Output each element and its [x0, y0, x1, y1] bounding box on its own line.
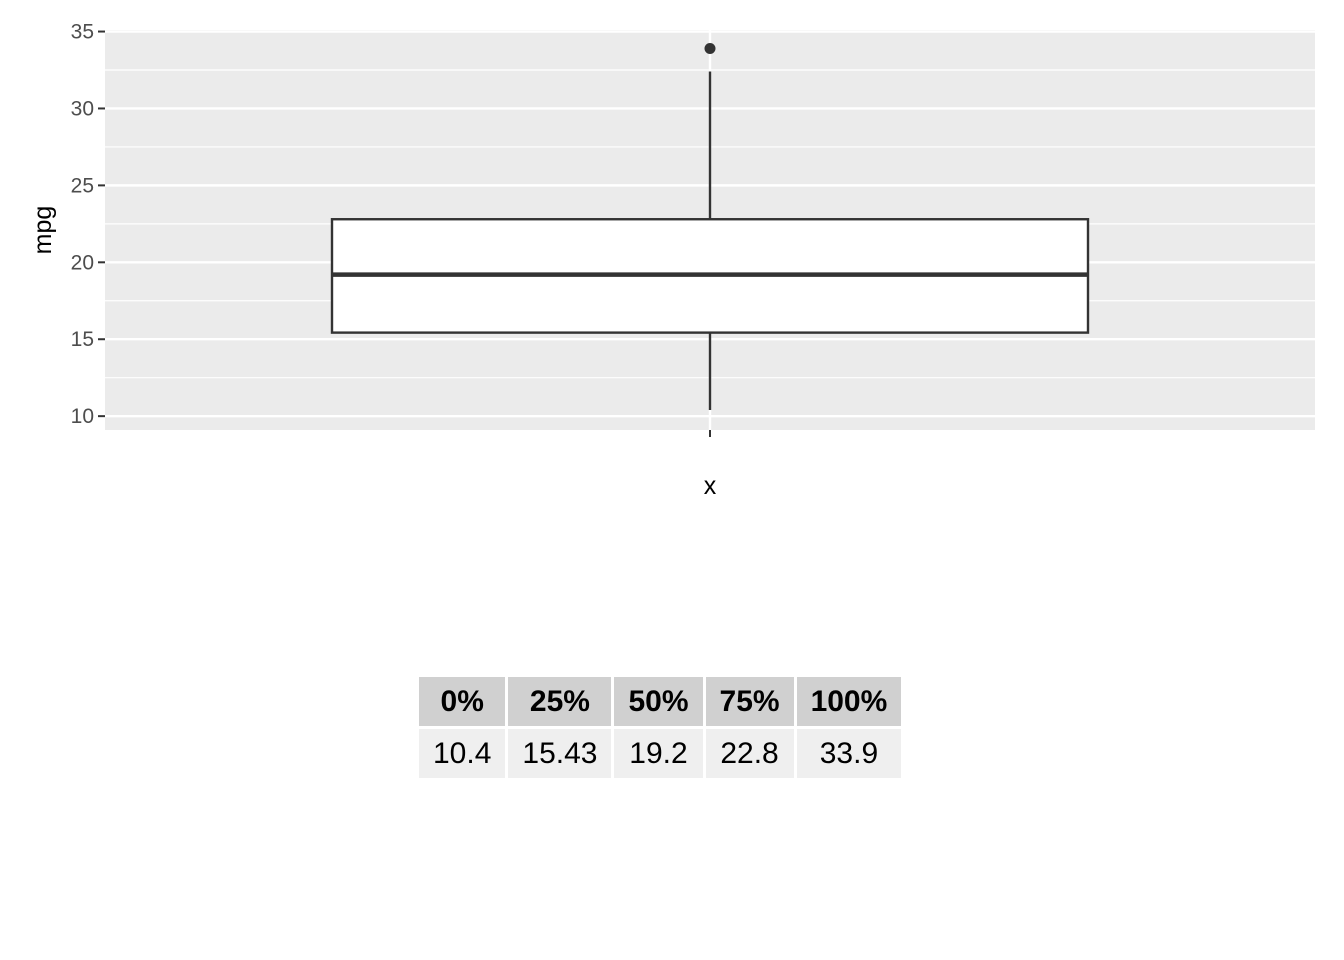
y-tick-label: 15 — [71, 328, 94, 351]
quantile-table: 0% 25% 50% 75% 100% 10.4 15.43 19.2 22.8… — [416, 674, 904, 781]
y-axis-ticks — [98, 30, 105, 418]
y-tick-label: 30 — [71, 97, 94, 120]
header-cell: 25% — [508, 677, 612, 726]
y-tick-label: 20 — [71, 251, 94, 274]
value-cell: 33.9 — [796, 729, 902, 778]
y-tick-label: 10 — [71, 405, 94, 428]
table-row: 10.4 15.43 19.2 22.8 33.9 — [419, 729, 902, 778]
y-tick-label: 35 — [71, 21, 94, 44]
table-header-row: 0% 25% 50% 75% 100% — [419, 677, 902, 726]
y-axis-title: mpg — [29, 206, 57, 255]
outlier-point — [704, 42, 716, 54]
value-cell: 10.4 — [419, 729, 506, 778]
value-cell: 15.43 — [508, 729, 612, 778]
header-cell: 50% — [614, 677, 703, 726]
x-axis-title: x — [704, 472, 717, 500]
header-cell: 0% — [419, 677, 506, 726]
header-cell: 100% — [796, 677, 902, 726]
boxplot-chart: 10 15 20 25 30 35 x mpg — [29, 21, 1315, 500]
value-cell: 22.8 — [705, 729, 794, 778]
y-tick-label: 25 — [71, 174, 94, 197]
y-axis-tick-labels: 10 15 20 25 30 35 — [71, 21, 94, 429]
value-cell: 19.2 — [614, 729, 703, 778]
header-cell: 75% — [705, 677, 794, 726]
boxplot — [330, 42, 1090, 410]
